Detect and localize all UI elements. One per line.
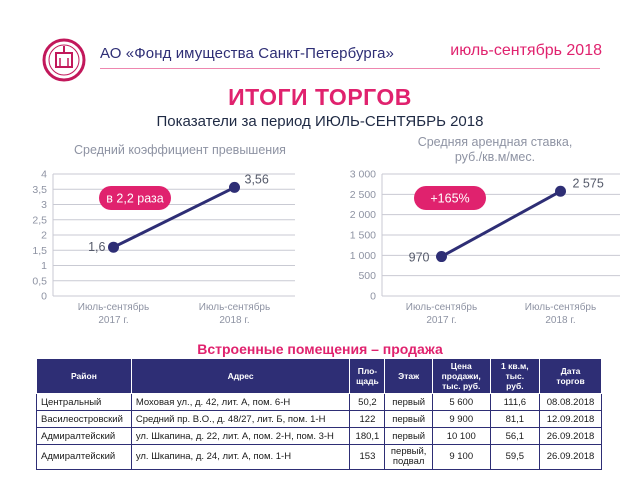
cell-sqm: 59,5 (489, 444, 541, 470)
y-tick-label: 2 000 (350, 209, 376, 221)
col-header-address: Адрес (130, 358, 351, 394)
coefficient-chart: 0 0,5 1 1,5 2 2,5 3 3,5 4 Июль-сентябрь 2017 г. Июл… (32, 169, 295, 326)
cell-district: Адмиралтейский (36, 444, 132, 470)
cell-price: 9 100 (431, 444, 491, 470)
y-tick-label: 0 (370, 291, 376, 303)
cell-price: 9 900 (431, 410, 491, 428)
growth-badge (99, 186, 171, 210)
chart2-title: Средняя арендная ставка, руб./кв.м/мес. (350, 135, 640, 165)
cell-area: 122 (349, 410, 386, 428)
cell-floor: первый (384, 393, 433, 411)
data-point (108, 241, 119, 253)
y-tick-label: 3,5 (32, 184, 47, 196)
cell-address: Моховая ул., д. 42, лит. А, пом. 6-Н (130, 393, 351, 411)
cell-price: 5 600 (431, 393, 491, 411)
y-tick-label: 1 (41, 260, 47, 272)
cell-area: 50,2 (349, 393, 386, 411)
col-header-area: Пло-щадь (349, 358, 386, 394)
series-line (440, 189, 562, 258)
cell-floor: первый (384, 410, 433, 428)
table-row: Адмиралтейский ул. Шкапина, д. 24, лит. … (36, 444, 602, 470)
x-tick-label: 2018 г. (545, 315, 575, 326)
data-point (229, 181, 240, 193)
report-period: июль-сентябрь 2018 (450, 42, 602, 59)
cell-address: ул. Шкапина, д. 24, лит. А, пом. 1-Н (130, 444, 351, 470)
cell-sqm: 56,1 (489, 427, 541, 445)
cell-district: Василеостровский (36, 410, 132, 428)
data-label: 970 (409, 251, 430, 265)
rent-rate-chart: 0 500 1 000 1 500 2 000 2 500 3 000 Июль-сентяб… (350, 169, 620, 326)
cell-area: 180,1 (349, 427, 386, 445)
data-point (436, 251, 447, 263)
x-tick-label: Июль-сентябрь (525, 301, 596, 313)
fund-logo-icon (42, 38, 86, 82)
data-label: 2 575 (573, 176, 604, 190)
x-tick-label: 2018 г. (219, 315, 249, 326)
cell-date: 12.09.2018 (539, 410, 602, 428)
cell-floor: первый, подвал (384, 444, 433, 470)
y-tick-label: 0 (41, 291, 47, 303)
table-row: Василеостровский Средний пр. В.О., д. 48… (36, 410, 602, 428)
cell-floor: первый (384, 427, 433, 445)
cell-address: ул. Шкапина, д. 22, лит. А, пом. 2-Н, по… (130, 427, 351, 445)
table-row: Адмиралтейский ул. Шкапина, д. 22, лит. … (36, 427, 602, 445)
cell-date: 08.08.2018 (539, 393, 602, 411)
table-title: Встроенные помещения – продажа (197, 341, 443, 357)
series-line (112, 186, 236, 249)
y-tick-label: 2 (41, 230, 47, 242)
growth-badge (414, 186, 486, 210)
page-header: АО «Фонд имущества Санкт-Петербурга» июл… (0, 0, 640, 82)
x-tick-label: 2017 г. (426, 315, 456, 326)
table-row: Центральный Моховая ул., д. 42, лит. А, … (36, 393, 602, 411)
y-tick-label: 0,5 (32, 275, 47, 287)
x-tick-label: 2017 г. (98, 315, 128, 326)
cell-price: 10 100 (431, 427, 491, 445)
y-tick-label: 1 500 (350, 230, 376, 242)
y-tick-label: 2 500 (350, 189, 376, 201)
cell-date: 26.09.2018 (539, 444, 602, 470)
chart1-title: Средний коэффициент превышения (74, 143, 286, 157)
data-point (555, 185, 566, 197)
growth-badge-label: +165% (430, 192, 469, 206)
y-tick-label: 500 (358, 270, 376, 282)
col-header-date: Дата торгов (539, 358, 602, 394)
org-name: АО «Фонд имущества Санкт-Петербурга» (100, 45, 394, 62)
page-subtitle: Показатели за период ИЮЛЬ-СЕНТЯБРЬ 2018 (156, 113, 484, 130)
x-tick-label: Июль-сентябрь (78, 301, 149, 313)
y-tick-label: 2,5 (32, 214, 47, 226)
deals-table: Район Адрес Пло-щадь Этаж Цена продажи, ты… (36, 358, 602, 470)
data-label: 1,6 (88, 240, 105, 254)
col-header-district: Район (36, 358, 132, 394)
cell-district: Центральный (36, 393, 132, 411)
chart2-title-line1: Средняя арендная ставка, (417, 135, 573, 149)
y-tick-label: 3 (41, 199, 47, 211)
cell-date: 26.09.2018 (539, 427, 602, 445)
cell-sqm: 81,1 (489, 410, 541, 428)
col-header-floor: Этаж (384, 358, 433, 394)
col-header-sqm: 1 кв.м, тыс. руб. (489, 358, 541, 394)
cell-address: Средний пр. В.О., д. 48/27, лит. Б, пом.… (130, 410, 351, 428)
y-tick-label: 1,5 (32, 245, 47, 257)
growth-badge-label: в 2,2 раза (106, 192, 163, 206)
y-tick-label: 3 000 (350, 169, 376, 181)
x-tick-label: Июль-сентябрь (406, 301, 477, 313)
page-title: ИТОГИ ТОРГОВ (228, 84, 412, 110)
y-tick-label: 1 000 (350, 250, 376, 262)
data-label: 3,56 (245, 172, 269, 186)
header-divider (100, 68, 600, 69)
cell-district: Адмиралтейский (36, 427, 132, 445)
cell-sqm: 111,6 (489, 393, 541, 411)
chart2-title-line2: руб./кв.м/мес. (454, 150, 536, 164)
x-tick-label: Июль-сентябрь (199, 301, 270, 313)
y-tick-label: 4 (41, 169, 47, 181)
col-header-price: Цена продажи, тыс. руб. (431, 358, 491, 394)
table-header-row: Район Адрес Пло-щадь Этаж Цена продажи, ты… (36, 358, 602, 394)
cell-area: 153 (349, 444, 386, 470)
